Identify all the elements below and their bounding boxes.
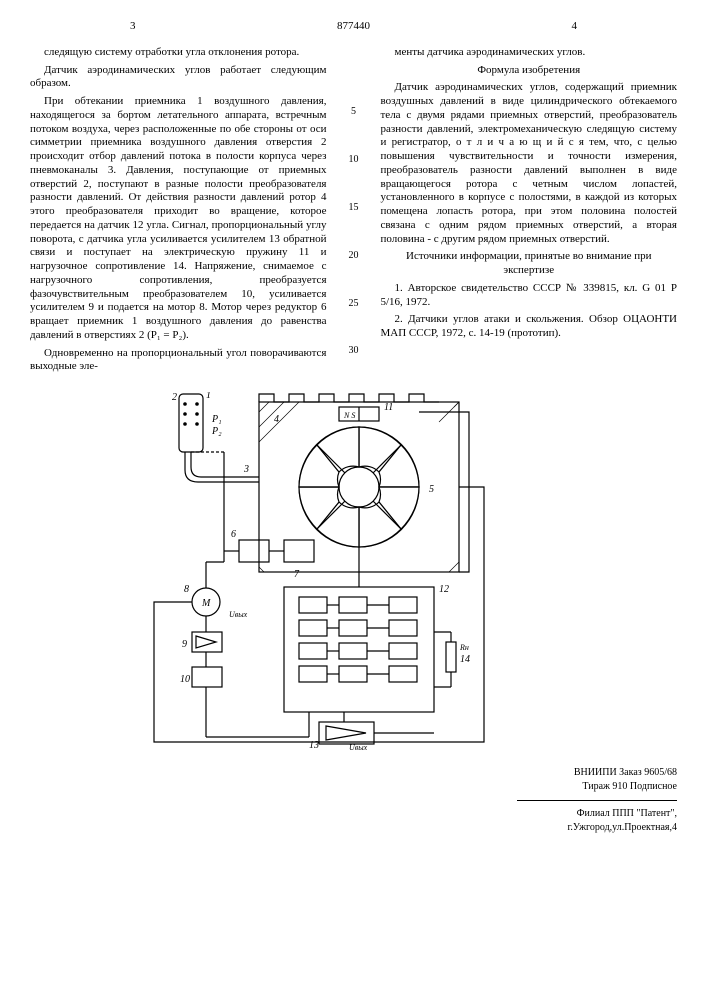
label-uout2: Uвых <box>349 743 368 752</box>
right-column: менты датчика аэродинамических углов. Фо… <box>381 46 678 378</box>
footer-line2: Тираж 910 Подписное <box>30 780 677 794</box>
label-9: 9 <box>182 639 187 650</box>
label-5: 5 <box>429 484 434 495</box>
para: При обтекании приемника 1 воздушного дав… <box>30 95 327 343</box>
label-7: 7 <box>294 569 300 580</box>
label-13: 13 <box>309 740 319 751</box>
label-ns: N S <box>343 411 355 420</box>
label-14: 14 <box>460 654 470 665</box>
label-8: 8 <box>184 584 189 595</box>
label-p2: P₂ <box>211 426 222 437</box>
left-column: следящую систему отработки угла отклонен… <box>30 46 327 378</box>
patent-number: 877440 <box>136 20 572 34</box>
label-10: 10 <box>180 674 190 685</box>
label-3: 3 <box>243 464 249 475</box>
claim-text: Датчик аэродинамических углов, содержащи… <box>381 81 678 246</box>
claim-title: Формула изобретения <box>381 64 678 78</box>
label-p1: P₁ <box>211 414 222 425</box>
para: менты датчика аэродинамических углов. <box>381 46 678 60</box>
label-11: 11 <box>384 402 393 413</box>
footer-divider <box>517 800 677 801</box>
line-numbers: 5 10 15 20 25 30 <box>345 46 363 378</box>
figure: 2 1 P₁ P₂ 3 4 5 11 N S 6 7 8 M 9 10 12 1… <box>144 392 564 752</box>
footer-line1: ВНИИПИ Заказ 9605/68 <box>30 766 677 780</box>
para: следящую систему отработки угла отклонен… <box>30 46 327 60</box>
text-columns: следящую систему отработки угла отклонен… <box>30 46 677 378</box>
para: Датчик аэродинамических углов работает с… <box>30 64 327 92</box>
label-2: 2 <box>172 392 177 403</box>
label-1: 1 <box>206 392 211 401</box>
label-m: M <box>201 598 211 609</box>
page-header: 3 877440 4 <box>30 20 677 34</box>
label-12: 12 <box>439 584 449 595</box>
schematic-diagram: 2 1 P₁ P₂ 3 4 5 11 N S 6 7 8 M 9 10 12 1… <box>144 392 564 752</box>
label-rh: Rн <box>459 643 469 652</box>
label-uout: Uвых <box>229 610 248 619</box>
footer: ВНИИПИ Заказ 9605/68 Тираж 910 Подписное… <box>30 766 677 835</box>
footer-line4: г.Ужгород,ул.Проектная,4 <box>30 821 677 835</box>
label-6: 6 <box>231 529 236 540</box>
source-item: 2. Датчики углов атаки и скольжения. Обз… <box>381 313 678 341</box>
sources-title: Источники информации, принятые во вниман… <box>381 250 678 278</box>
source-item: 1. Авторское свидетельство СССР № 339815… <box>381 282 678 310</box>
label-4: 4 <box>274 414 279 425</box>
para: Одновременно на пропорциональный угол по… <box>30 347 327 375</box>
page-num-right: 4 <box>572 20 578 34</box>
footer-line3: Филиал ППП "Патент", <box>30 807 677 821</box>
